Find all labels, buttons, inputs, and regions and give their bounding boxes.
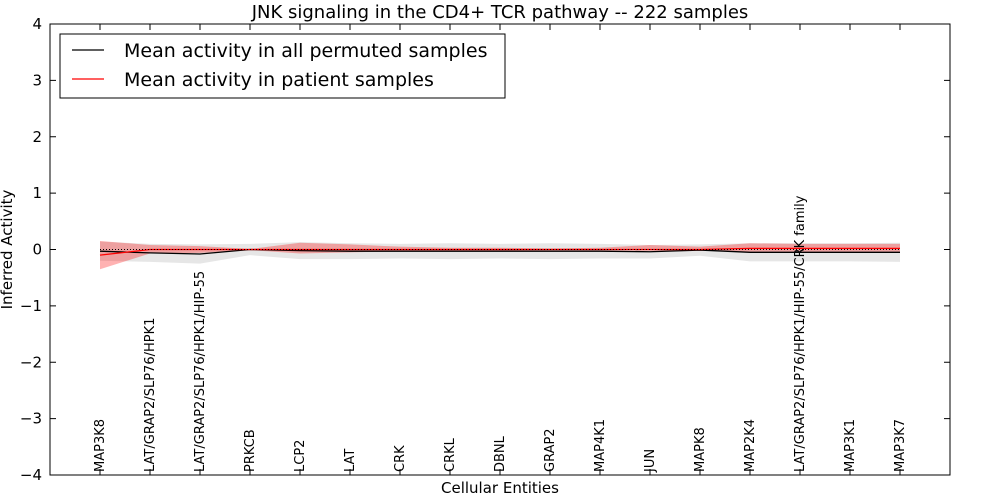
x-tick-label: MAP3K1	[843, 419, 858, 472]
confidence-bands	[100, 241, 900, 270]
x-tick-label: CRK	[393, 445, 408, 472]
x-axis-label: Cellular Entities	[441, 479, 559, 497]
x-tick-label: MAPK8	[693, 427, 708, 472]
band-patient-samples	[100, 241, 900, 270]
legend-box	[59, 33, 506, 99]
line-permuted-samples	[99, 248, 900, 255]
x-tick-label: LAT/GRAP2/SLP76/HPK1/HIP-55	[193, 271, 208, 472]
x-tick-label: MAP2K4	[743, 419, 758, 472]
x-tick-label: LAT/GRAP2/SLP76/HPK1	[143, 318, 158, 472]
y-tick-label: 0	[32, 241, 42, 259]
x-tick-label: CRKL	[443, 437, 458, 472]
legend-label-permuted: Mean activity in all permuted samples	[124, 40, 487, 62]
y-tick-label: 2	[32, 128, 42, 146]
y-tick-label: −4	[20, 466, 42, 484]
y-tick-label: −1	[20, 297, 42, 315]
x-tick-label: MAP3K7	[893, 419, 908, 472]
band-permuted-samples	[100, 241, 900, 264]
x-tick-label: LAT/GRAP2/SLP76/HPK1/HIP-55/CRK family	[793, 195, 808, 472]
y-axis-label: Inferred Activity	[0, 189, 16, 309]
x-tick-label: MAP3K8	[93, 419, 108, 472]
x-tick-label: LAT	[343, 449, 358, 472]
x-tick-labels: MAP3K8 LAT/GRAP2/SLP76/HPK1 LAT/GRAP2/SLP7…	[93, 195, 908, 473]
y-tick-label: 3	[32, 71, 42, 89]
x-tick-label: JUN	[643, 449, 658, 473]
y-axis-ticks: 4 3 2 1 0 −1 −2 −3 −4	[20, 15, 950, 484]
x-tick-label: LCP2	[293, 440, 308, 472]
x-tick-label: DBNL	[493, 435, 508, 472]
chart-title: JNK signaling in the CD4+ TCR pathway --…	[251, 2, 749, 23]
y-tick-label: −2	[20, 353, 42, 371]
x-tick-label: PRKCB	[243, 429, 258, 472]
y-tick-label: −3	[20, 410, 42, 428]
y-tick-label: 4	[32, 15, 42, 33]
legend: Mean activity in all permuted samples Me…	[59, 33, 506, 99]
legend-label-patient: Mean activity in patient samples	[124, 69, 434, 91]
x-tick-label: GRAP2	[543, 428, 558, 472]
x-tick-label: MAP4K1	[593, 419, 608, 472]
y-tick-label: 1	[32, 184, 42, 202]
